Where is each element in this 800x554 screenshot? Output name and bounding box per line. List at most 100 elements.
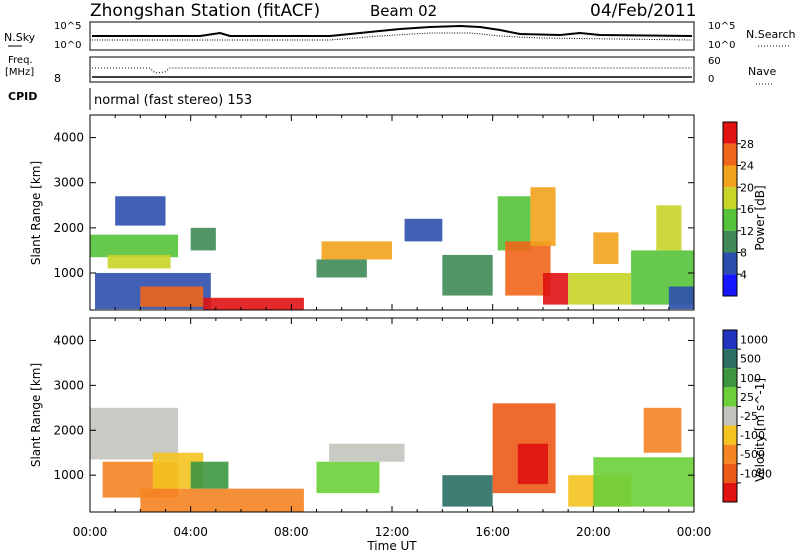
colorbar-swatch bbox=[723, 165, 737, 188]
velocity-region-2 bbox=[140, 488, 304, 512]
freq-label-line1: Freq. bbox=[8, 55, 33, 66]
colorbar-swatch bbox=[723, 368, 737, 388]
velocity-panel: 1000 2000 3000 4000 bbox=[53, 317, 695, 513]
power-region-0 bbox=[90, 234, 179, 258]
power-region-4 bbox=[140, 286, 204, 307]
power-region-16 bbox=[593, 232, 619, 264]
colorbar-swatch bbox=[723, 482, 737, 502]
colorbar-swatch bbox=[723, 406, 737, 426]
velocity-colorbar-tick-label: 1000 bbox=[740, 334, 768, 347]
x-axis-label: Time UT bbox=[366, 539, 417, 553]
x-tick-label: 00:00 bbox=[677, 525, 712, 539]
power-ytick-label: 4000 bbox=[53, 131, 84, 145]
power-ytick-label: 1000 bbox=[53, 266, 84, 280]
nsearch-trace bbox=[92, 32, 693, 41]
velocity-region-6 bbox=[329, 443, 405, 462]
power-colorbar-label: Power [dB] bbox=[753, 185, 767, 250]
power-region-19 bbox=[668, 286, 694, 310]
colorbar-swatch bbox=[723, 230, 737, 253]
colorbar-swatch bbox=[723, 387, 737, 407]
power-colorbar-tick-label: 4 bbox=[740, 268, 747, 281]
power-colorbar-tick-label: 24 bbox=[740, 160, 754, 173]
nave-trace bbox=[92, 67, 692, 74]
colorbar-swatch bbox=[723, 425, 737, 445]
power-region-1 bbox=[107, 254, 171, 269]
velocity-colorbar-tick-label: -1000 bbox=[740, 467, 772, 480]
velocity-colorbar-tick-label: -25 bbox=[740, 410, 758, 423]
colorbar-swatch bbox=[723, 444, 737, 464]
power-data-cells bbox=[90, 187, 694, 310]
figure-title: Zhongshan Station (fitACF) bbox=[90, 1, 320, 21]
freq-label-line2: [MHz] bbox=[5, 67, 34, 78]
velocity-ylabel: Slant Range [km] bbox=[29, 363, 43, 467]
velocity-region-12 bbox=[643, 407, 682, 453]
velocity-ytick-label: 3000 bbox=[53, 378, 84, 392]
velocity-region-0 bbox=[90, 407, 179, 460]
nsearch-tick-high: 10^5 bbox=[708, 21, 735, 32]
colorbar-swatch bbox=[723, 209, 737, 231]
velocity-region-9 bbox=[517, 443, 549, 485]
velocity-data-cells bbox=[90, 403, 694, 512]
velocity-ytick-label: 1000 bbox=[53, 468, 84, 482]
velocity-colorbar-tick-label: -500 bbox=[740, 448, 765, 461]
x-tick-label: 12:00 bbox=[375, 525, 410, 539]
power-region-7 bbox=[321, 241, 392, 260]
power-region-2 bbox=[115, 196, 166, 226]
power-panel: 1000 2000 3000 4000 bbox=[53, 114, 695, 311]
nsky-tick-high: 10^5 bbox=[54, 21, 81, 32]
power-region-18 bbox=[656, 205, 682, 251]
cpid-label: CPID bbox=[8, 90, 37, 103]
nave-tick-high: 60 bbox=[708, 56, 721, 67]
velocity-region-4 bbox=[190, 461, 229, 489]
nsky-panel-frame bbox=[89, 21, 695, 51]
colorbar-swatch bbox=[723, 143, 737, 166]
velocity-region-11 bbox=[593, 457, 694, 507]
nave-label: Nave bbox=[748, 65, 776, 78]
power-ylabel: Slant Range [km] bbox=[29, 161, 43, 265]
power-region-15 bbox=[568, 272, 632, 305]
x-tick-label: 20:00 bbox=[576, 525, 611, 539]
cpid-text: normal (fast stereo) 153 bbox=[94, 93, 252, 108]
power-region-13 bbox=[530, 187, 556, 246]
power-colorbar-tick-label: 12 bbox=[740, 225, 754, 238]
velocity-ytick-label: 2000 bbox=[53, 423, 84, 437]
velocity-colorbar-tick-label: 25 bbox=[740, 391, 754, 404]
power-region-8 bbox=[316, 259, 367, 278]
nsky-tick-low: 10^0 bbox=[54, 40, 81, 51]
power-region-14 bbox=[543, 272, 569, 305]
power-region-9 bbox=[404, 218, 443, 242]
nsearch-label: N.Search bbox=[746, 28, 796, 41]
velocity-colorbar-label: Velocity [m s^-1] bbox=[753, 378, 767, 482]
power-colorbar-tick-label: 28 bbox=[740, 138, 754, 151]
power-colorbar-tick-label: 8 bbox=[740, 247, 747, 260]
nsky-label: N.Sky bbox=[4, 31, 36, 44]
velocity-colorbar-tick-label: -100 bbox=[740, 429, 765, 442]
x-tick-label: 08:00 bbox=[274, 525, 309, 539]
power-ytick-label: 2000 bbox=[53, 221, 84, 235]
power-region-5 bbox=[203, 297, 304, 310]
nave-tick-low: 0 bbox=[708, 74, 714, 85]
velocity-colorbar: 1000 500 100 25 -25 -100 -500 -1000 bbox=[722, 329, 772, 503]
power-region-10 bbox=[442, 254, 493, 296]
velocity-ytick-label: 4000 bbox=[53, 333, 84, 347]
velocity-colorbar-tick-label: 100 bbox=[740, 372, 761, 385]
power-region-6 bbox=[190, 227, 216, 251]
power-colorbar-tick-label: 20 bbox=[740, 181, 754, 194]
beam-label: Beam 02 bbox=[370, 2, 437, 20]
date-label: 04/Feb/2011 bbox=[590, 1, 696, 21]
colorbar-swatch bbox=[723, 463, 737, 483]
x-tick-label: 04:00 bbox=[173, 525, 208, 539]
velocity-colorbar-tick-label: 500 bbox=[740, 353, 761, 366]
freq-tick: 8 bbox=[54, 72, 61, 85]
colorbar-swatch bbox=[723, 187, 737, 209]
x-tick-labels: 00:00 04:00 08:00 12:00 16:00 20:00 00:00 bbox=[73, 525, 712, 539]
colorbar-swatch bbox=[723, 349, 737, 369]
nsky-trace bbox=[92, 24, 693, 37]
x-tick-label: 16:00 bbox=[475, 525, 510, 539]
colorbar-frame bbox=[722, 329, 738, 503]
x-tick-label: 00:00 bbox=[73, 525, 108, 539]
power-ytick-label: 3000 bbox=[53, 176, 84, 190]
colorbar-swatch bbox=[723, 252, 737, 275]
colorbar-swatch bbox=[723, 274, 737, 296]
